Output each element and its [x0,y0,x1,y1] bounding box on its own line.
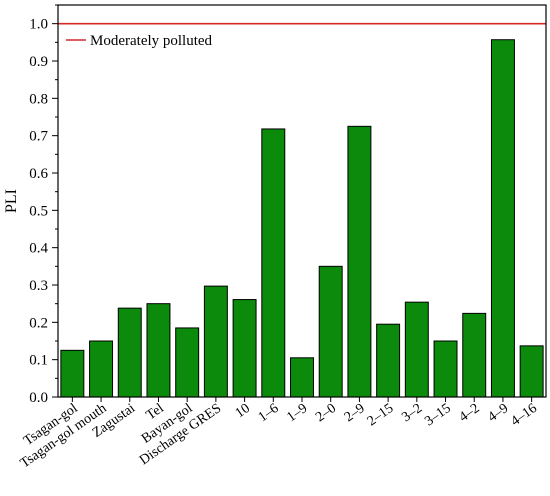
x-tick-label-16: 4–16 [508,401,540,429]
legend-label: Moderately polluted [90,33,213,49]
bar-14 [462,312,487,398]
x-tick-label-6: 10 [233,401,253,421]
bar-8 [290,357,314,398]
y-ticks-group: 0.0 0.1 0.2 0.3 0.4 0.5 0.6 0.7 0.8 0.9 1.0 [29,4,58,406]
x-tick-label-9: 2–0 [313,401,339,425]
x-tick-label-14: 4–2 [457,401,483,425]
bar-3 [146,303,171,398]
x-tick-label-13: 3–15 [422,401,454,429]
x-tick-label-15: 4–9 [485,401,511,425]
y-tick-label-4: 0.4 [29,241,48,257]
bar-0 [60,349,85,398]
bar-12 [404,301,429,398]
y-tick-label-2: 0.2 [29,315,48,331]
bar-4 [175,327,200,398]
bar-2 [117,307,142,398]
bar-15 [490,39,515,398]
x-tick-label-7: 1–6 [256,401,282,425]
bar-11 [376,323,401,398]
y-tick-label-0: 0.0 [29,390,48,406]
y-tick-label-1: 0.1 [29,353,48,369]
bar-7 [261,128,286,398]
y-axis-title: PLI [3,189,20,213]
x-tick-label-8: 1–9 [284,401,310,425]
y-tick-label-8: 0.8 [29,91,48,107]
bar-10 [347,125,372,398]
y-tick-label-5: 0.5 [29,203,48,219]
bar-13 [433,340,458,398]
legend: Moderately polluted [66,33,213,49]
y-tick-label-7: 0.7 [29,129,48,145]
y-tick-label-6: 0.6 [29,166,48,182]
x-tick-label-12: 3–2 [399,401,425,425]
y-tick-label-10: 1.0 [29,17,48,33]
bar-16 [519,345,544,398]
bar-5 [203,285,228,398]
y-tick-label-9: 0.9 [29,54,48,70]
bar-6 [232,299,257,398]
bars-group [60,39,544,398]
x-tick-label-10: 2–9 [342,401,368,425]
bar-1 [89,340,114,398]
bar-9 [318,265,343,398]
y-tick-label-3: 0.3 [29,278,48,294]
x-tick-label-11: 2–15 [365,401,397,429]
